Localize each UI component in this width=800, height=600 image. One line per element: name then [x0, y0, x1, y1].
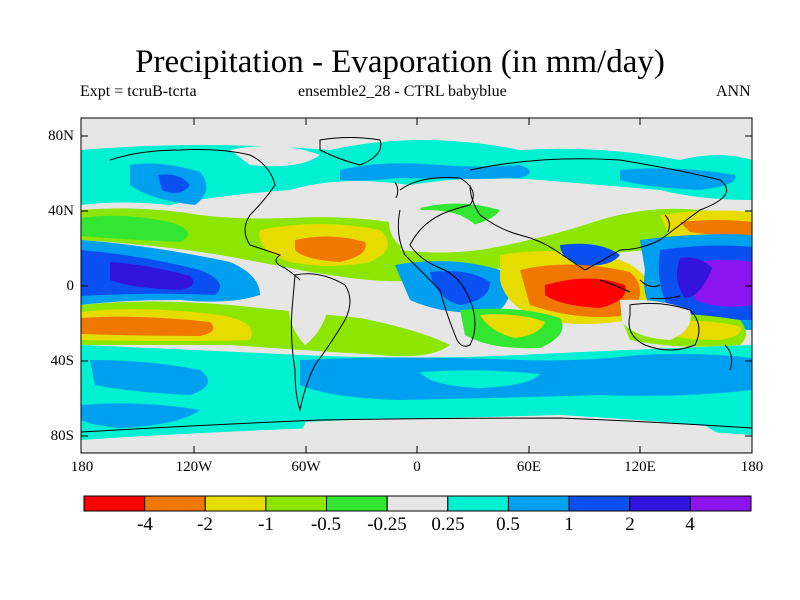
- colorbar: [83, 495, 752, 512]
- colorbar-box-11: [689, 495, 752, 512]
- contour-nsub-orange: [295, 236, 366, 262]
- contour-field: [81, 118, 752, 453]
- contour-s-lightblue: [420, 370, 540, 388]
- lat-label-40n: 40N: [48, 203, 74, 219]
- contour-white-aus: [620, 299, 691, 340]
- season-label: ANN: [716, 83, 751, 100]
- colorbar-label-2: -2: [197, 514, 213, 535]
- axis-ticks: [81, 118, 752, 453]
- coastlines: [81, 137, 752, 433]
- colorbar-box-10: [629, 495, 691, 512]
- lon-label-60e: 60E: [516, 459, 542, 475]
- contour-ssub-yellow-2: [480, 314, 545, 338]
- lon-label-120w: 120W: [175, 459, 213, 475]
- colorbar-box-8: [507, 495, 570, 512]
- colorbar-label-9: 2: [625, 514, 635, 535]
- contour-wp-darkblue: [676, 257, 712, 298]
- lon-label-120e: 120E: [624, 459, 656, 475]
- contour-antarctic-white: [81, 422, 752, 453]
- contour-nsub-green: [81, 208, 752, 282]
- contour-n-white-2: [230, 146, 320, 167]
- coast-uk-japan: [394, 181, 670, 233]
- colorbar-box-7: [447, 495, 509, 512]
- coast-south-america: [290, 273, 351, 412]
- experiment-label: Expt = tcruB-tcrta: [80, 83, 197, 100]
- contour-ind-blue: [560, 243, 620, 266]
- colorbar-label-8: 1: [564, 514, 574, 535]
- coast-north-america: [109, 149, 301, 281]
- coast-europe-africa: [397, 177, 476, 347]
- contour-white-sa: [288, 275, 330, 345]
- colorbar-label-6: 0.25: [431, 514, 465, 535]
- contour-pac-violet: [110, 262, 194, 290]
- coast-australia: [628, 302, 700, 351]
- lon-label-60w: 60W: [291, 459, 321, 475]
- coast-asia: [469, 158, 728, 271]
- lon-label-180w: 180: [70, 459, 94, 475]
- colorbar-label-3: -1: [258, 514, 274, 535]
- lat-label-80n: 80N: [48, 128, 74, 144]
- contour-n-white-1: [81, 118, 752, 150]
- colorbar-label-1: -4: [137, 514, 153, 535]
- coast-antarctica: [81, 417, 752, 433]
- contour-ind-red: [545, 278, 626, 308]
- contour-n-blue-2: [158, 174, 190, 194]
- contour-n-blue-4: [620, 168, 736, 190]
- colorbar-box-5: [326, 495, 388, 512]
- coast-greenland: [319, 137, 382, 166]
- contour-ssub-orange: [81, 316, 214, 336]
- colorbar-box-1: [83, 495, 146, 512]
- colorbar-label-10: 4: [685, 514, 695, 535]
- contour-nsub-orange-2: [680, 220, 752, 236]
- lon-label-0: 0: [413, 459, 421, 475]
- colorbar-box-3: [204, 495, 267, 512]
- lat-label-40s: 40S: [50, 353, 74, 369]
- colorbar-label-7: 0.5: [496, 514, 520, 535]
- colorbar-label-5: -0.25: [367, 514, 407, 535]
- colorbar-box-4: [265, 495, 328, 512]
- contour-s-blue-3: [81, 403, 200, 428]
- contour-s-cyan-3: [700, 397, 752, 440]
- colorbar-box-9: [568, 495, 631, 512]
- ensemble-label: ensemble2_28 - CTRL babyblue: [298, 83, 507, 100]
- coast-new-zealand: [724, 344, 733, 371]
- contour-atl-blue: [430, 271, 490, 305]
- contour-nsub-light-green: [81, 215, 188, 242]
- coast-maritime: [599, 279, 681, 300]
- lon-label-180e: 180: [740, 459, 764, 475]
- colorbar-label-4: -0.5: [310, 514, 342, 535]
- colorbar-box-6: [386, 495, 449, 512]
- lat-label-eq: 0: [66, 278, 75, 294]
- contour-s-blue: [90, 360, 208, 395]
- lat-label-80s: 80S: [50, 428, 74, 444]
- colorbar-box-2: [144, 495, 206, 512]
- chart-title: Precipitation - Evaporation (in mm/day): [135, 44, 665, 80]
